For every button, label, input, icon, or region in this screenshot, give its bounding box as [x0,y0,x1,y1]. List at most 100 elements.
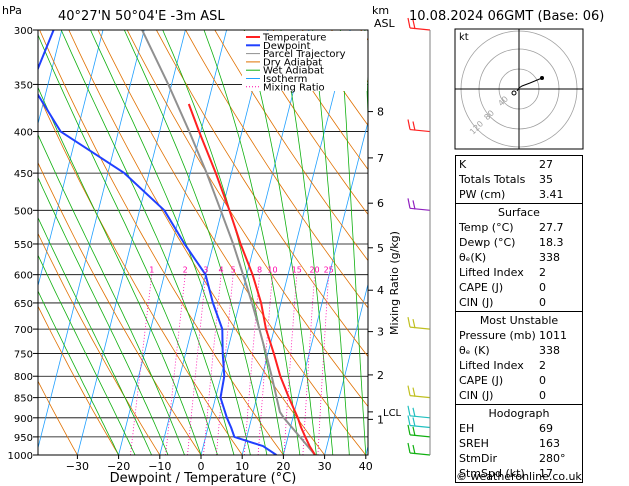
index-row: K 27 [459,157,579,172]
most-unstable-box: Most Unstable Pressure (mb) 1011 θₑ (K) 338 L… [455,312,583,405]
height-tick-label: 3 [377,326,384,339]
legend-entry: Parcel Trajectory [263,49,346,60]
wind-barb [407,442,431,456]
mixing-ratio-label: 4 [218,266,223,275]
hodograph-unit: kt [459,32,469,43]
wind-barb [407,424,431,438]
index-label: K [459,158,467,171]
pressure-tick-label: 550 [14,240,33,251]
copyright: © weatheronline.co.uk [456,470,582,483]
dry-adiabat-line [156,30,368,358]
index-value: 27 [539,158,553,171]
hodograph-end-marker [540,76,544,80]
legend-entry: Mixing Ratio [263,82,325,93]
wet-adiabat-line [38,86,202,455]
mixing-ratio-label: 20 [309,266,319,275]
isotherm-line [159,30,269,455]
x-axis-label: Dewpoint / Temperature (°C) [110,471,297,486]
index-row: Totals Totals 35 [459,172,579,187]
index-label: θₑ(K) [459,251,487,264]
legend-entry: Isotherm [263,74,307,85]
plot-frame [37,29,369,456]
pressure-tick-label: 800 [14,372,33,383]
index-row: CAPE (J) 0 [459,373,579,388]
index-label: Lifted Index [459,266,524,279]
index-value: 27.7 [539,221,564,234]
index-value: 0 [539,374,546,387]
wind-barb-flag [412,387,416,397]
mixing-ratio-line [257,274,273,455]
height-tick-label: 2 [377,369,384,382]
index-row: EH 69 [459,421,579,436]
mixing-ratio-line [187,274,207,455]
index-row: Temp (°C) 27.7 [459,220,579,235]
location-title: 40°27'N 50°04'E -3m ASL [58,9,225,24]
wind-barb-flag [412,19,416,30]
mixing-ratio-line [317,274,330,455]
pressure-tick-label: 650 [14,299,33,310]
asl-label: ASL [374,17,396,30]
pressure-tick-label: 700 [14,325,33,336]
dry-adiabat-line [272,30,368,171]
section-title: Hodograph [488,407,550,420]
height-tick-label: 6 [377,197,384,210]
index-value: 3.41 [539,188,564,201]
dry-adiabat-line [38,305,119,455]
dry-adiabat-line [97,30,367,455]
x-tick-label: 30 [318,460,332,473]
x-tick-label: 10 [235,460,249,473]
mixing-ratio-label: 2 [183,266,188,275]
pressure-tick-label: 400 [14,128,33,139]
hodograph-storm-marker [511,90,517,96]
index-label: Temp (°C) [459,221,514,234]
index-value: 2 [539,266,546,279]
index-value: 280° [539,452,566,465]
wet-adiabat-line [203,30,301,455]
wind-barb-shaft [409,326,431,330]
index-row: StmSpd (kt) 17 [459,466,579,481]
wind-barb [407,316,431,330]
pressure-tick-label: 450 [14,169,33,180]
wind-barb [407,415,431,429]
wind-barb [407,17,431,31]
mixing-ratio-line [283,274,298,455]
mixing-ratio-label: 25 [324,266,334,275]
index-value: 338 [539,251,560,264]
wind-barb-shaft [409,424,431,429]
dewpoint-line [38,30,277,455]
date-title: 10.08.2024 06GMT (Base: 06) [409,9,604,24]
index-label: Pressure (mb) [459,329,536,342]
wind-barb-shaft [409,128,431,133]
x-tick-label: 20 [276,460,290,473]
index-label: Lifted Index [459,359,524,372]
x-tick-label: −10 [148,460,171,473]
pressure-tick-label: 350 [14,80,33,91]
legend-entry: Temperature [262,33,326,44]
index-row: CIN (J) 0 [459,388,579,403]
index-label: CIN (J) [459,296,494,309]
height-tick-label: 7 [377,152,384,165]
mixing-ratio-line [243,274,260,455]
pressure-tick-label: 900 [14,414,33,425]
mixing-ratio-label: 5 [231,266,236,275]
pressure-tick-label: 1000 [8,451,33,462]
dry-adiabat-line [38,92,243,455]
wind-barb-flag [407,119,411,130]
dry-adiabat-line [38,380,78,455]
wind-barb-shaft [409,27,431,31]
dry-adiabat-line [185,30,368,309]
temperature-line [187,103,316,455]
pressure-tick-label: 750 [14,349,33,360]
index-label: StmSpd (kt) [459,467,525,480]
wind-barb-flag [412,407,416,417]
mixing-ratio-label: 15 [292,266,302,275]
index-value: 69 [539,422,553,435]
wind-barb-shaft [409,452,431,456]
index-value: 0 [539,296,546,309]
index-value: 17 [539,467,553,480]
wet-adiabat-line [90,30,251,455]
index-row: Dewp (°C) 18.3 [459,235,579,250]
